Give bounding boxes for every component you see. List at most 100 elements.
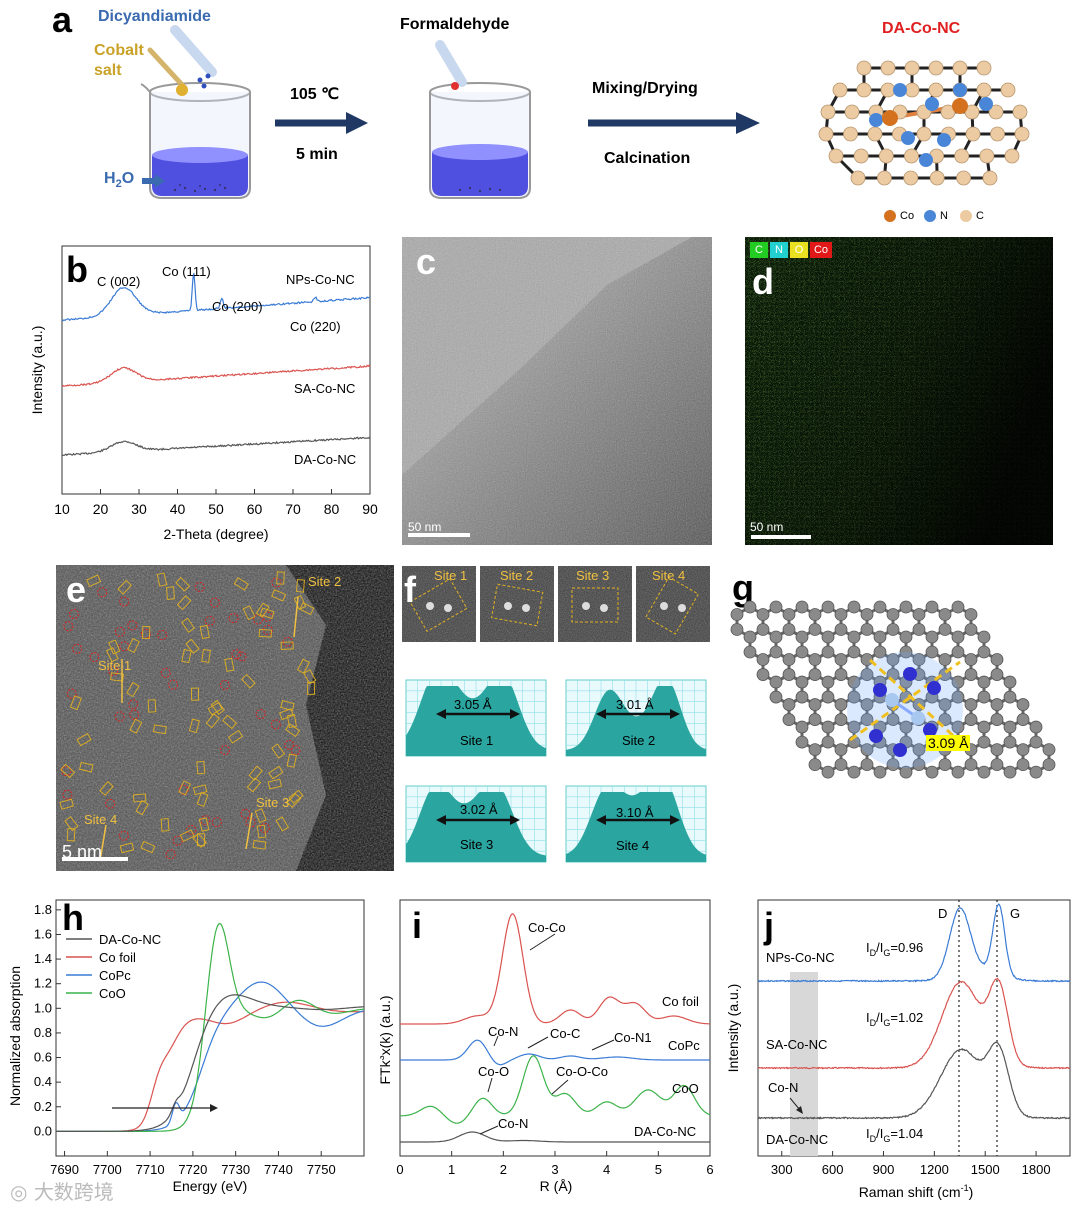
cobalt-spoon [147,47,188,91]
raman-label-sa: SA-Co-NC [766,1037,827,1052]
anno-co200: Co (200) [212,299,263,314]
xanes-xtick: 7710 [136,1162,165,1177]
beaker-2 [429,82,531,199]
legend-co: Co [900,210,915,222]
raman-xtick: 1800 [1022,1162,1051,1177]
raman-xtick: 900 [873,1162,895,1177]
watermark: ◎ 大数跨境 [10,1180,114,1204]
xanes-xlabel: Energy (eV) [173,1178,248,1194]
exafs-label-coo: CoO [672,1081,699,1096]
xrd-series-nps [61,273,370,322]
xanes-legend-entry: CoPc [99,968,131,983]
anno-coco: Co-Co [528,920,566,935]
xanes-ytick: 0.4 [34,1074,52,1089]
raman-xtick: 300 [771,1162,793,1177]
haadf-site-1: Site 1 [98,658,132,673]
exafs-xtick: 1 [448,1162,455,1177]
eds-chip-c: C [750,242,768,258]
xrd-series-da [61,436,371,457]
panel-label-e: e [66,569,87,610]
xanes-ytick: 1.2 [34,976,52,991]
panel-label-j: j [764,905,775,946]
xrd-xtick: 90 [362,501,378,517]
eds-chip-o: O [790,242,808,258]
profile-distance-1: 3.05 Å [454,697,492,712]
intensity-profile [406,792,546,862]
xanes-xtick: 7720 [178,1162,207,1177]
intensity-profiles [405,679,707,863]
xrd-label-da: DA-Co-NC [294,452,356,467]
xanes-ytick: 1.4 [34,951,52,966]
raman-label-da: DA-Co-NC [766,1132,828,1147]
panel-label-g: g [732,567,754,608]
eds-scale-bar: 50 nm [750,520,784,534]
anno-con-da: Co-N [498,1116,528,1131]
xrd-xtick: 80 [324,501,340,517]
exafs-series-copc [400,1039,710,1066]
profile-distance-2: 3.01 Å [616,697,654,712]
xanes-series-da [56,994,364,1132]
thumb-site-4: Site 4 [652,568,686,583]
panel-label-c: c [416,241,437,282]
eds-chip-co: Co [810,242,832,258]
lattice-distance: 3.09 Å [926,735,971,751]
raman-series-sa [757,977,1071,1070]
xanes-chart: 7690 7700 7710 7720 7730 7740 7750 0.0 0.2 0.4 0.6… [7,899,365,1194]
beaker-1 [140,82,251,199]
raman-chart: 300 600 900 1200 1500 1800 D G NPs-Co-NC SA-C… [725,899,1071,1200]
xanes-ytick: 0.8 [34,1025,52,1040]
raman-peak-d: D [938,906,947,921]
xanes-ytick: 1.6 [34,926,52,941]
panel-label-a: a [52,0,73,40]
profile-site-4: Site 4 [616,838,650,853]
xrd-xtick: 30 [131,501,147,517]
xrd-xtick: 70 [285,501,301,517]
thumb-site-1: Site 1 [434,568,468,583]
xrd-xtick: 60 [247,501,263,517]
panel-label-b: b [66,249,88,290]
haadf-site-3: Site 3 [256,795,290,810]
raman-ratio: ID/IG=1.02 [866,1010,923,1028]
xanes-ytick: 0.0 [34,1123,52,1138]
exafs-xtick: 0 [396,1162,403,1177]
haadf-site-4: Site 4 [84,812,118,827]
xrd-chart: 10 20 30 40 50 60 70 80 90 C (002) Co (111) Co (… [29,245,378,542]
exafs-label-da: DA-Co-NC [634,1124,696,1139]
exafs-series-da [400,1131,710,1143]
raman-series-da [758,1041,1071,1120]
anno-coc: Co-C [550,1026,580,1041]
intensity-profile [406,686,546,756]
haadf-site-2: Site 2 [308,574,342,589]
exafs-label-cofoil: Co foil [662,994,699,1009]
raman-peak-g: G [1010,906,1020,921]
intensity-profile [566,792,706,862]
exafs-xlabel: R (Å) [540,1178,573,1194]
anno-coo: Co-O [478,1064,509,1079]
da-co-nc-model [818,60,1030,186]
eds-map [745,237,1053,545]
anno-con1: Co-N1 [614,1030,652,1045]
profile-distance-3: 3.02 Å [460,802,498,817]
xanes-ytick: 0.2 [34,1099,52,1114]
reagent-cobalt: Cobalt [94,42,144,59]
xrd-xtick: 10 [54,501,70,517]
anno-co111: Co (111) [162,264,211,279]
xrd-series-sa [61,364,371,387]
water-label: H2O [104,170,135,191]
xrd-label-sa: SA-Co-NC [294,381,355,396]
xrd-xlabel: 2-Theta (degree) [163,526,268,542]
anno-cooco: Co-O-Co [556,1064,608,1079]
step2-mixing: Mixing/Drying [592,80,698,97]
xanes-series-cofoil [56,1001,364,1132]
thumb-site-2: Site 2 [500,568,534,583]
raman-label-nps: NPs-Co-NC [766,950,835,965]
xanes-legend-entry: Co foil [99,950,136,965]
step1-time: 5 min [296,146,338,163]
raman-series-nps [757,903,1071,983]
anno-con-copc: Co-N [488,1024,518,1039]
profile-distance-4: 3.10 Å [616,805,654,820]
exafs-chart: 0 1 2 3 4 5 6 Co-Co Co-N Co-C Co-N1 Co-O Co-O-… [380,899,714,1194]
xanes-xtick: 7750 [307,1162,336,1177]
xrd-xtick: 20 [93,501,109,517]
step2-calcination: Calcination [604,150,691,167]
